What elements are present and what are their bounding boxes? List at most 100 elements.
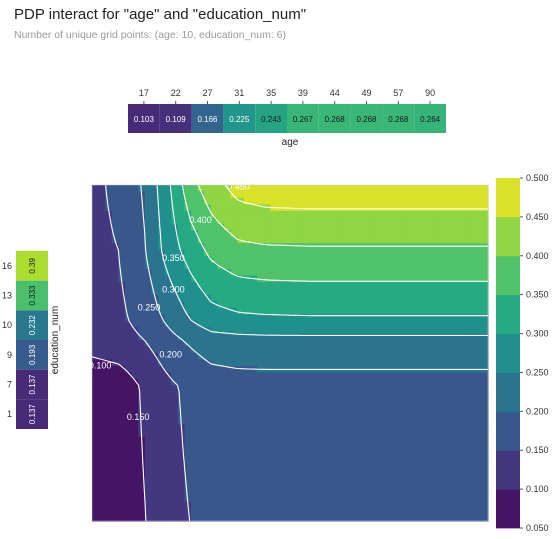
contour-fill-cell [237,191,245,199]
contour-fill-cell [224,449,232,457]
contour-fill-cell [283,359,291,367]
contour-fill-cell [98,210,106,218]
contour-fill-cell [111,404,119,412]
contour-fill-cell [309,508,317,516]
contour-fill-cell [375,514,383,522]
contour-fill-cell [290,404,298,412]
contour-fill-cell [98,353,106,361]
contour-fill-cell [382,482,390,490]
contour-fill-cell [389,437,397,445]
education-cell-value: 0.193 [28,344,37,365]
contour-fill-cell [369,340,377,348]
contour-fill-cell [263,307,271,315]
contour-fill-cell [98,469,106,477]
contour-fill-cell [336,269,344,277]
contour-fill-cell [448,256,456,264]
contour-fill-cell [276,430,284,438]
contour-fill-cell [151,210,159,218]
contour-fill-cell [290,469,298,477]
contour-fill-cell [171,204,179,212]
contour-fill-cell [191,437,199,445]
contour-fill-cell [257,236,265,244]
contour-fill-cell [158,482,166,490]
contour-fill-cell [270,269,278,277]
contour-fill-cell [468,411,476,419]
colorbar-tick-label: 0.350 [526,290,549,300]
contour-fill-cell [356,469,364,477]
contour-fill-cell [296,462,304,470]
contour-fill-cell [408,185,416,193]
contour-fill-cell [362,353,370,361]
contour-fill-cell [243,269,251,277]
contour-fill-cell [283,372,291,380]
contour-fill-cell [243,281,251,289]
contour-fill-cell [448,307,456,315]
contour-fill-cell [362,210,370,218]
contour-fill-cell [191,333,199,341]
contour-fill-cell [197,411,205,419]
contour-fill-cell [164,514,172,522]
contour-fill-cell [455,327,463,335]
contour-fill-cell [263,514,271,522]
contour-fill-cell [375,294,383,302]
contour-fill-cell [441,404,449,412]
contour-fill-cell [382,346,390,354]
contour-fill-cell [144,501,152,509]
contour-fill-cell [435,249,443,257]
contour-fill-cell [144,256,152,264]
contour-fill-cell [316,495,324,503]
contour-fill-cell [270,404,278,412]
contour-fill-cell [197,275,205,283]
contour-fill-cell [224,514,232,522]
contour-fill-cell [415,210,423,218]
contour-fill-cell [224,294,232,302]
contour-fill-cell [309,197,317,205]
contour-fill-cell [125,353,133,361]
contour-fill-cell [474,488,482,496]
contour-fill-cell [336,482,344,490]
contour-fill-cell [263,288,271,296]
contour-fill-cell [131,217,139,225]
contour-fill-cell [243,262,251,270]
contour-fill-cell [210,443,218,451]
contour-fill-cell [455,191,463,199]
contour-fill-cell [217,449,225,457]
contour-fill-cell [224,482,232,490]
contour-fill-cell [356,501,364,509]
contour-fill-cell [296,191,304,199]
contour-fill-cell [323,372,331,380]
contour-fill-cell [290,488,298,496]
contour-fill-cell [111,353,119,361]
contour-fill-cell [468,501,476,509]
contour-fill-cell [98,411,106,419]
contour-fill-cell [263,456,271,464]
contour-fill-cell [481,223,489,231]
contour-fill-cell [389,249,397,257]
contour-fill-cell [435,185,443,193]
contour-fill-cell [224,365,232,373]
contour-fill-cell [455,385,463,393]
contour-fill-cell [217,437,225,445]
contour-fill-cell [270,236,278,244]
contour-fill-cell [191,475,199,483]
contour-fill-cell [151,243,159,251]
contour-fill-cell [435,294,443,302]
contour-fill-cell [204,301,212,309]
contour-fill-cell [98,281,106,289]
contour-fill-cell [408,256,416,264]
contour-fill-cell [422,391,430,399]
contour-fill-cell [164,424,172,432]
contour-fill-cell [336,262,344,270]
contour-fill-cell [144,378,152,386]
contour-fill-cell [257,346,265,354]
contour-fill-cell [402,482,410,490]
contour-fill-cell [408,346,416,354]
contour-fill-cell [342,346,350,354]
contour-fill-cell [111,249,119,257]
contour-fill-cell [92,191,100,199]
contour-fill-cell [144,462,152,470]
contour-fill-cell [270,424,278,432]
contour-fill-cell [428,449,436,457]
contour-fill-cell [428,501,436,509]
contour-fill-cell [382,314,390,322]
